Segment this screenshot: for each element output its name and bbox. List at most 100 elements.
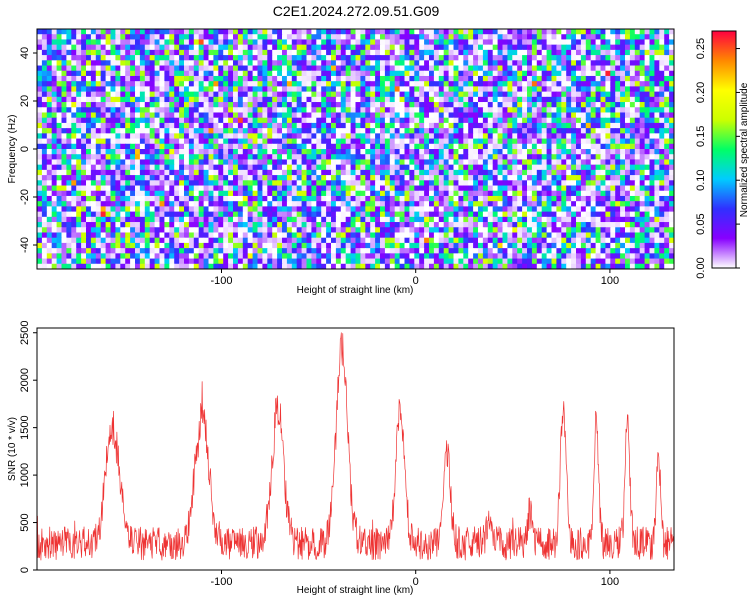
heatmap-cell (634, 143, 641, 150)
heatmap-cell (551, 86, 557, 93)
heatmap-cell (223, 117, 229, 124)
heatmap-cell (394, 190, 401, 197)
heatmap-cell (345, 216, 352, 223)
heatmap-cell (419, 169, 425, 176)
heatmap-cell (629, 175, 636, 181)
heatmap-cell (360, 211, 366, 218)
heatmap-cell (551, 44, 557, 51)
heatmap-cell (71, 180, 77, 187)
heatmap-cell (316, 133, 322, 140)
heatmap-cell (218, 211, 224, 218)
heatmap-cell (213, 180, 219, 187)
heatmap-cell (478, 128, 484, 134)
heatmap-cell (512, 112, 518, 119)
heatmap-cell (615, 107, 621, 114)
heatmap-cell (478, 164, 484, 171)
heatmap-cell (208, 216, 214, 223)
heatmap-cell (585, 122, 592, 129)
heatmap-cell (139, 149, 146, 155)
heatmap-cell (414, 75, 420, 82)
heatmap-cell (669, 55, 674, 61)
heatmap-cell (149, 44, 156, 51)
heatmap-cell (174, 138, 180, 145)
heatmap-cell (482, 169, 489, 176)
heatmap-cell (463, 70, 469, 77)
heatmap-cell (644, 180, 651, 187)
heatmap-cell (76, 133, 82, 140)
heatmap-cell (551, 185, 557, 192)
heatmap-cell (639, 169, 646, 176)
heatmap-cell (600, 117, 606, 124)
heatmap-cell (135, 154, 141, 161)
heatmap-cell (365, 81, 371, 87)
heatmap-cell (654, 169, 660, 176)
heatmap-cell (384, 102, 391, 108)
heatmap-cell (634, 133, 641, 140)
heatmap-cell (144, 190, 151, 197)
heatmap-cell (556, 211, 562, 218)
heatmap-cell (541, 149, 548, 155)
heatmap-cell (37, 75, 43, 82)
heatmap-cell (198, 96, 205, 103)
heatmap-cell (497, 175, 504, 181)
heatmap-cell (76, 122, 82, 129)
heatmap-cell (478, 70, 484, 77)
heatmap-cell (424, 75, 430, 82)
heatmap-cell (615, 34, 621, 41)
heatmap-cell (345, 81, 352, 87)
heatmap-cell (654, 65, 660, 72)
heatmap-cell (139, 190, 146, 197)
heatmap-cell (576, 107, 582, 114)
heatmap-cell (458, 75, 464, 82)
heatmap-cell (585, 180, 592, 187)
heatmap-cell (654, 206, 660, 213)
heatmap-cell (536, 44, 543, 51)
heatmap-cell (46, 102, 53, 108)
heatmap-cell (90, 44, 97, 51)
heatmap-cell (625, 29, 631, 35)
heatmap-cell (659, 49, 665, 56)
heatmap-cell (522, 49, 528, 56)
heatmap-cell (433, 211, 440, 218)
heatmap-cell (414, 49, 420, 56)
heatmap-cell (86, 112, 92, 119)
heatmap-cell (37, 211, 43, 218)
heatmap-cell (90, 91, 97, 98)
heatmap-cell (331, 143, 337, 150)
heatmap-cell (360, 195, 366, 202)
heatmap-cell (478, 122, 484, 129)
heatmap-cell (571, 117, 577, 124)
heatmap-cell (291, 138, 298, 145)
heatmap-cell (120, 107, 126, 114)
heatmap-cell (41, 227, 48, 234)
heatmap-cell (355, 86, 361, 93)
heatmap-cell (139, 211, 146, 218)
heatmap-cell (517, 175, 523, 181)
heatmap-cell (370, 70, 376, 77)
heatmap-cell (458, 44, 464, 51)
heatmap-cell (620, 211, 626, 218)
heatmap-cell (66, 39, 72, 46)
heatmap-cell (218, 55, 224, 61)
heatmap-cell (580, 216, 587, 223)
heatmap-cell (228, 70, 234, 77)
heatmap-cell (282, 180, 288, 187)
heatmap-cell (482, 55, 489, 61)
heatmap-cell (247, 34, 254, 41)
heatmap-cell (492, 133, 499, 140)
heatmap-cell (561, 86, 567, 93)
heatmap-cell (561, 81, 567, 87)
heatmap-cell (105, 175, 112, 181)
heatmap-cell (399, 107, 406, 114)
heatmap-cell (453, 34, 459, 41)
heatmap-cell (184, 195, 190, 202)
heatmap-cell (66, 91, 72, 98)
heatmap-cell (262, 143, 268, 150)
heatmap-cell (61, 49, 67, 56)
heatmap-cell (522, 39, 528, 46)
heatmap-cell (448, 122, 455, 129)
heatmap-cell (551, 201, 557, 207)
heatmap-cell (100, 190, 107, 197)
heatmap-cell (130, 29, 136, 35)
heatmap-cell (247, 154, 254, 161)
